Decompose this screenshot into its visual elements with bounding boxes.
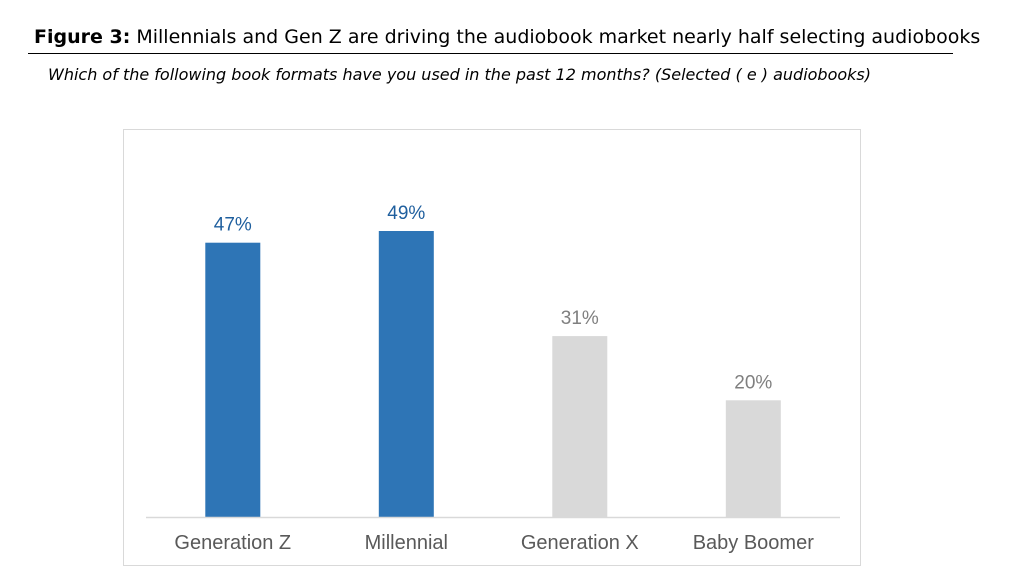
- figure-subtitle: Which of the following book formats have…: [48, 65, 872, 84]
- figure-label: Figure 3:: [34, 26, 131, 48]
- data-label: 49%: [387, 203, 425, 224]
- category-label: Baby Boomer: [693, 532, 815, 554]
- data-label: 47%: [214, 215, 252, 236]
- chart-frame: 47% Generation Z 49% Millennial 31% Generatio…: [123, 129, 861, 566]
- bar-chart: 47% Generation Z 49% Millennial 31% Generatio…: [146, 203, 840, 554]
- figure-title-text: Millennials and Gen Z are driving the au…: [130, 26, 981, 48]
- data-label: 20%: [734, 372, 772, 393]
- bar-millennial: [378, 231, 434, 517]
- figure-title: Figure 3: Millennials and Gen Z are driv…: [34, 26, 980, 48]
- bar-baby-boomer: [725, 400, 781, 517]
- category-label: Generation X: [521, 532, 639, 554]
- category-label: Generation Z: [174, 532, 291, 554]
- title-divider: [28, 53, 953, 54]
- category-label: Millennial: [365, 532, 448, 554]
- bar-generation-z: [205, 242, 261, 517]
- bar-generation-x: [552, 336, 608, 517]
- data-label: 31%: [561, 308, 599, 329]
